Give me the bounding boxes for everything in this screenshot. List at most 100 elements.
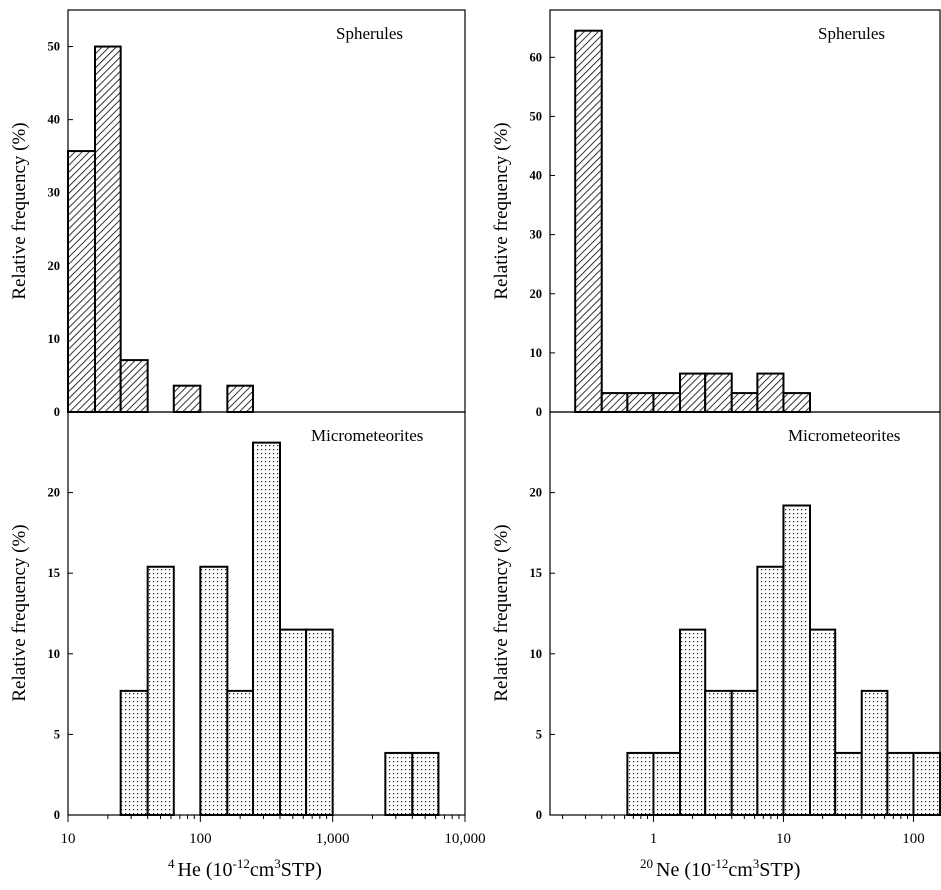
histogram-bar [782, 504, 812, 816]
histogram-bar [600, 392, 629, 414]
y-axis-label: Relative frequency (%) [9, 524, 30, 701]
histogram-bar [652, 751, 682, 816]
histogram-bar [172, 384, 202, 414]
histogram-bar [226, 384, 254, 414]
x-axis-label-isotope-number: 20 [640, 856, 653, 871]
y-tick-label: 0 [54, 405, 60, 419]
y-tick-label: 20 [48, 259, 61, 273]
histogram-bar [279, 628, 308, 816]
histogram-bar [251, 441, 282, 816]
histogram-bar [652, 392, 682, 414]
y-tick-label: 20 [530, 287, 543, 301]
histogram-bar [574, 29, 603, 414]
x-axis-label: 4 He (10-12cm3STP) [168, 856, 322, 881]
panel-title: Micrometeorites [311, 426, 423, 445]
panel-title: Spherules [818, 24, 885, 43]
y-tick-label: 50 [530, 109, 543, 123]
x-tick-label: 10 [61, 831, 76, 847]
histogram-bar [305, 628, 334, 816]
panel-bottom-right: Micrometeorites 0 5 10 15 20 1 10 100 Relative… [491, 411, 941, 881]
histogram-bar [679, 628, 707, 816]
histogram-bar [730, 392, 759, 414]
histogram-bar [626, 751, 655, 816]
y-axis-ticks: 0 5 10 15 20 [48, 486, 73, 822]
histogram-bar [384, 751, 414, 816]
x-tick-label: 10 [776, 831, 791, 847]
y-tick-label: 0 [54, 808, 60, 822]
y-tick-label: 60 [530, 50, 543, 64]
x-tick-label: 1 [650, 831, 658, 847]
y-axis-label: Relative frequency (%) [491, 524, 512, 701]
histogram-bar [782, 392, 812, 414]
y-tick-label: 10 [530, 346, 543, 360]
x-axis-label: 20 Ne (10-12cm3STP) [640, 856, 800, 881]
x-axis-label-species: Ne (10 [656, 859, 711, 881]
histogram-bar [226, 689, 254, 816]
histogram-bar [886, 751, 915, 816]
y-tick-label: 0 [536, 808, 542, 822]
panel-title: Micrometeorites [788, 426, 900, 445]
panel-frame [67, 9, 466, 413]
y-axis-label: Relative frequency (%) [491, 122, 512, 299]
histogram-bar [704, 372, 733, 413]
x-axis-label-stp: STP) [759, 859, 800, 881]
panel-frame [549, 9, 941, 413]
x-axis-label-unit: cm [728, 859, 753, 881]
y-tick-label: 10 [48, 332, 61, 346]
x-axis-label-exponent: -12 [232, 856, 249, 871]
histogram-bar [626, 392, 655, 414]
histogram-bar [199, 565, 229, 817]
y-tick-label: 10 [48, 647, 61, 661]
x-axis-ticks: 1 10 100 [562, 815, 925, 847]
x-axis-label-species: He (10 [178, 859, 233, 881]
histogram-bar [756, 372, 785, 413]
y-tick-label: 30 [48, 186, 61, 200]
x-axis-label-unit-power: 3 [753, 856, 760, 871]
histogram-bars [626, 504, 941, 817]
histogram-bars [119, 441, 440, 817]
y-tick-label: 5 [536, 727, 542, 741]
histogram-bars [67, 45, 254, 414]
histogram-bar [67, 150, 97, 413]
x-axis-label-unit-power: 3 [274, 856, 281, 871]
x-axis-ticks: 10 100 1,000 10,000 [61, 815, 486, 847]
y-tick-label: 40 [48, 113, 61, 127]
y-tick-label: 20 [530, 486, 543, 500]
x-tick-label: 100 [189, 831, 212, 847]
histogram-bar [146, 565, 175, 817]
y-tick-label: 0 [536, 405, 542, 419]
x-axis-label-isotope-number: 4 [168, 856, 175, 871]
y-tick-label: 15 [48, 566, 61, 580]
x-axis-label-unit: cm [250, 859, 275, 881]
y-axis-ticks: 0 10 20 30 40 50 [48, 40, 73, 419]
histogram-bar [411, 751, 440, 816]
histogram-bar [94, 45, 122, 414]
y-tick-label: 50 [48, 40, 61, 54]
x-tick-label: 1,000 [316, 831, 350, 847]
y-tick-label: 40 [530, 169, 543, 183]
x-axis-label-exponent: -12 [711, 856, 728, 871]
histogram-bar [119, 359, 149, 414]
histogram-bar [679, 372, 707, 413]
histogram-bar [912, 751, 941, 816]
panel-title: Spherules [336, 24, 403, 43]
histogram-bar [809, 628, 837, 816]
histogram-bar [860, 689, 889, 816]
y-tick-label: 5 [54, 727, 60, 741]
y-tick-label: 15 [530, 566, 543, 580]
panel-bottom-left: Micrometeorites 0 5 10 15 20 10 100 1,000 10,00… [9, 411, 486, 881]
y-axis-label: Relative frequency (%) [9, 122, 30, 299]
histogram-bar [730, 689, 759, 816]
x-tick-label: 10,000 [444, 831, 485, 847]
x-tick-label: 100 [902, 831, 925, 847]
x-axis-label-stp: STP) [281, 859, 322, 881]
panel-top-left: Spherules 0 10 20 30 40 50 Relative frequency… [9, 9, 466, 419]
y-tick-label: 30 [530, 228, 543, 242]
panel-top-right: Spherules 0 10 20 30 40 50 60 Relative frequen… [491, 9, 941, 419]
histogram-bar [834, 751, 863, 816]
y-tick-label: 20 [48, 486, 61, 500]
y-axis-ticks: 0 5 10 15 20 [530, 486, 555, 822]
y-axis-ticks: 0 10 20 30 40 50 60 [530, 50, 555, 419]
histogram-bar [704, 689, 733, 816]
